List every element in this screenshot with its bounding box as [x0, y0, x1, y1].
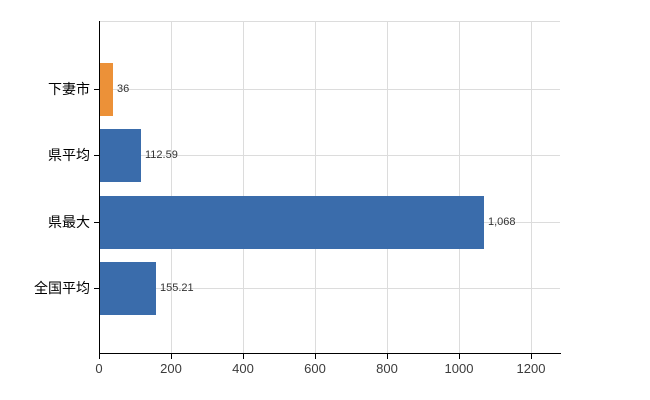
x-tick-label: 1000	[444, 361, 474, 376]
x-axis-tick	[315, 354, 316, 359]
x-axis-tick	[243, 354, 244, 359]
x-tick-label: 200	[160, 361, 182, 376]
y-axis-tick	[94, 89, 99, 90]
y-gridline	[100, 288, 560, 289]
x-tick-label: 400	[232, 361, 254, 376]
bar	[100, 262, 156, 315]
value-label: 36	[117, 83, 130, 95]
x-axis-tick	[171, 354, 172, 359]
y-gridline	[100, 155, 560, 156]
x-axis-tick	[99, 354, 100, 359]
y-axis-line	[99, 21, 100, 354]
y-axis-tick	[94, 155, 99, 156]
x-gridline	[459, 21, 460, 353]
value-label: 1,068	[488, 216, 516, 228]
x-gridline	[387, 21, 388, 353]
x-axis-tick	[531, 354, 532, 359]
x-tick-label: 1200	[516, 361, 546, 376]
x-axis-tick	[387, 354, 388, 359]
x-tick-label: 600	[304, 361, 326, 376]
bar	[100, 129, 141, 182]
bar	[100, 196, 484, 249]
value-label: 112.59	[145, 149, 178, 161]
x-gridline	[315, 21, 316, 353]
value-label: 155.21	[160, 282, 194, 294]
x-gridline	[243, 21, 244, 353]
bar	[100, 63, 113, 116]
x-axis-line	[99, 353, 561, 354]
x-axis-tick	[459, 354, 460, 359]
x-tick-label: 800	[376, 361, 398, 376]
plot-top-gridline	[100, 21, 560, 22]
category-label: 県平均	[48, 147, 90, 163]
category-label: 県最大	[48, 214, 90, 230]
y-gridline	[100, 89, 560, 90]
x-gridline	[171, 21, 172, 353]
category-label: 下妻市	[48, 81, 90, 97]
category-label: 全国平均	[34, 280, 90, 296]
y-axis-tick	[94, 288, 99, 289]
y-axis-tick	[94, 222, 99, 223]
x-gridline	[531, 21, 532, 353]
x-tick-label: 0	[95, 361, 103, 376]
